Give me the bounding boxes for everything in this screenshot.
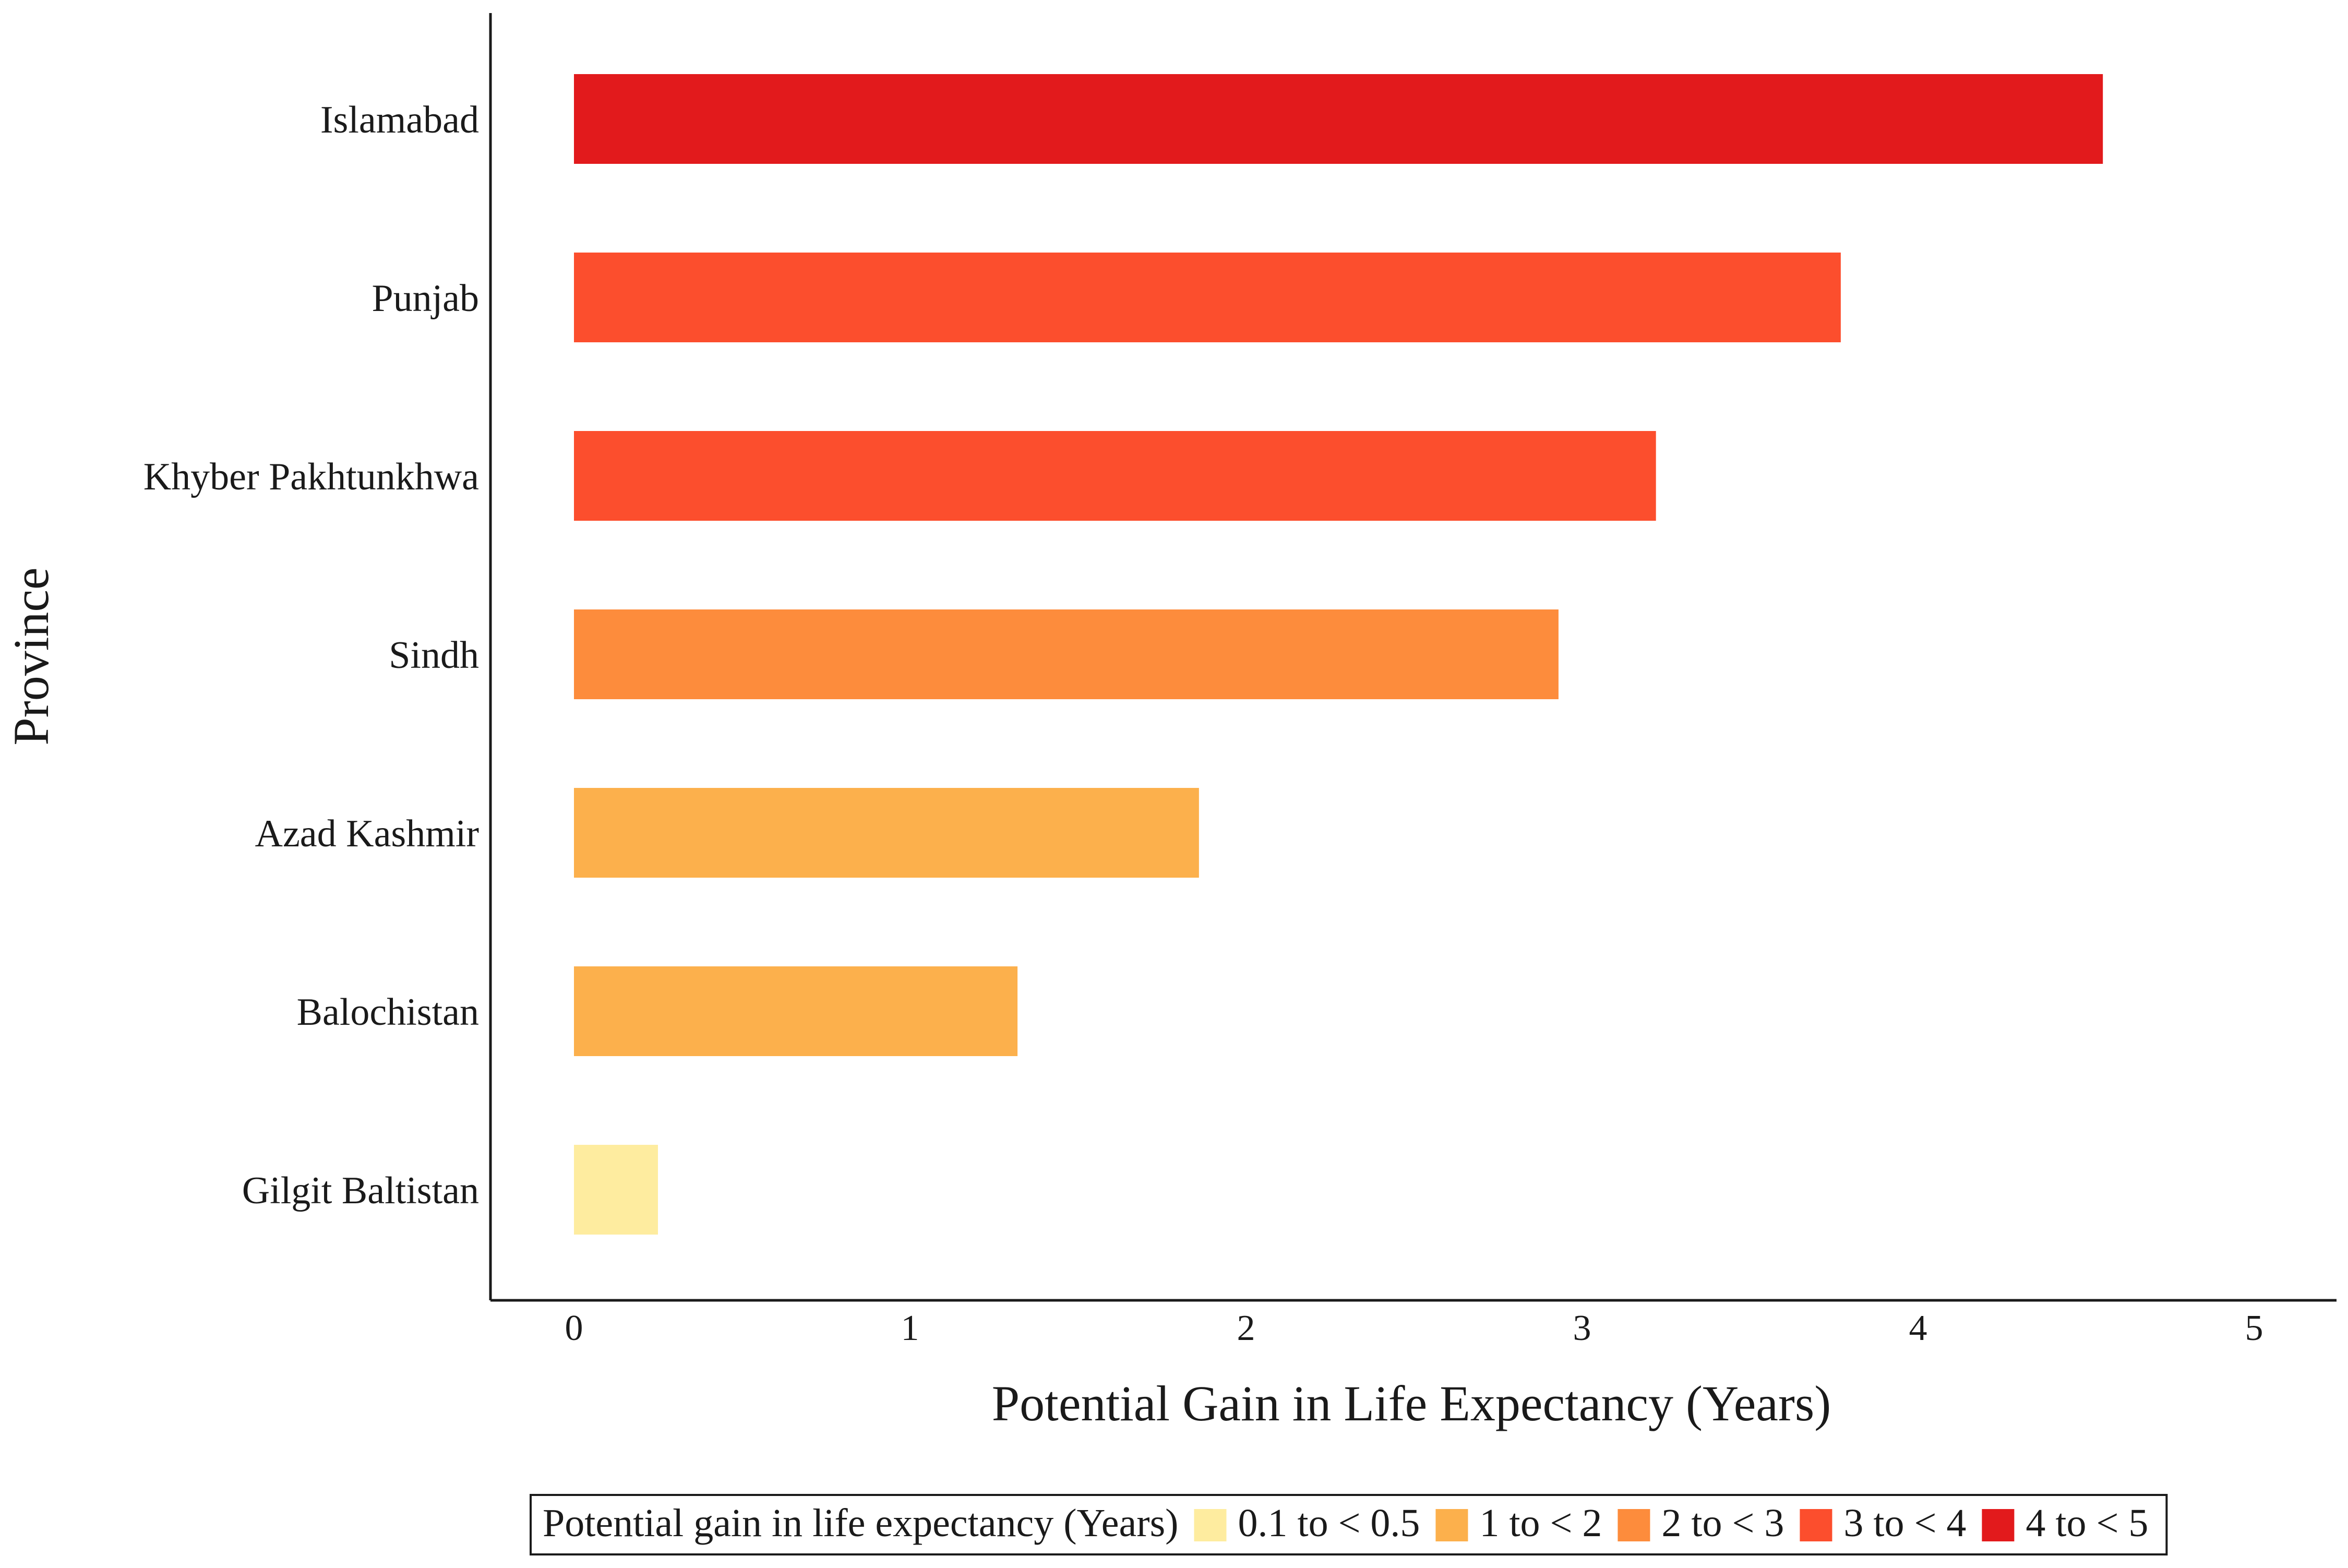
legend-swatch: [1194, 1509, 1227, 1541]
x-tick-label: 5: [2245, 1308, 2263, 1348]
legend-swatch: [1435, 1509, 1468, 1541]
legend-title: Potential gain in life expectancy (Years…: [543, 1501, 1178, 1545]
x-tick-label: 2: [1237, 1308, 1255, 1348]
legend-label: 4 to < 5: [2026, 1501, 2148, 1545]
y-axis-title: Province: [3, 567, 59, 745]
x-axis-title: Potential Gain in Life Expectancy (Years…: [992, 1375, 1831, 1431]
category-label-khyber-pakhtunkhwa: Khyber Pakhtunkhwa: [143, 456, 479, 498]
bar-punjab: [574, 253, 1841, 342]
bar-gilgit-baltistan: [574, 1145, 658, 1235]
bar-azad-kashmir: [574, 788, 1199, 878]
category-label-sindh: Sindh: [389, 634, 479, 677]
bar-balochistan: [574, 966, 1018, 1056]
category-label-gilgit-baltistan: Gilgit Baltistan: [242, 1169, 479, 1212]
legend-label: 0.1 to < 0.5: [1238, 1501, 1420, 1545]
legend-swatch: [1800, 1509, 1832, 1541]
x-tick-labels: 0 1 2 3 4 5: [565, 1308, 2263, 1348]
bar-sindh: [574, 609, 1559, 699]
legend-label: 3 to < 4: [1843, 1501, 1966, 1545]
legend-swatch: [1618, 1509, 1650, 1541]
x-tick-label: 0: [565, 1308, 583, 1348]
category-label-islamabad: Islamabad: [320, 99, 479, 141]
legend-label: 2 to < 3: [1661, 1501, 1784, 1545]
axes-layer: [489, 13, 2337, 1302]
legend-box: [530, 1494, 2168, 1555]
legend-label: 1 to < 2: [1479, 1501, 1602, 1545]
category-label-azad-kashmir: Azad Kashmir: [255, 812, 479, 855]
x-tick-label: 3: [1573, 1308, 1591, 1348]
bars-layer: [574, 74, 2103, 1235]
category-label-balochistan: Balochistan: [297, 991, 479, 1034]
category-label-punjab: Punjab: [372, 277, 479, 320]
bar-khyber-pakhtunkhwa: [574, 431, 1656, 521]
legend: Potential gain in life expectancy (Years…: [530, 1494, 2168, 1555]
x-tick-label: 4: [1909, 1308, 1927, 1348]
legend-swatch: [1982, 1509, 2015, 1541]
x-tick-label: 1: [901, 1308, 919, 1348]
bar-islamabad: [574, 74, 2103, 164]
category-labels: Islamabad Punjab Khyber Pakhtunkhwa Sindh Az…: [143, 99, 479, 1212]
